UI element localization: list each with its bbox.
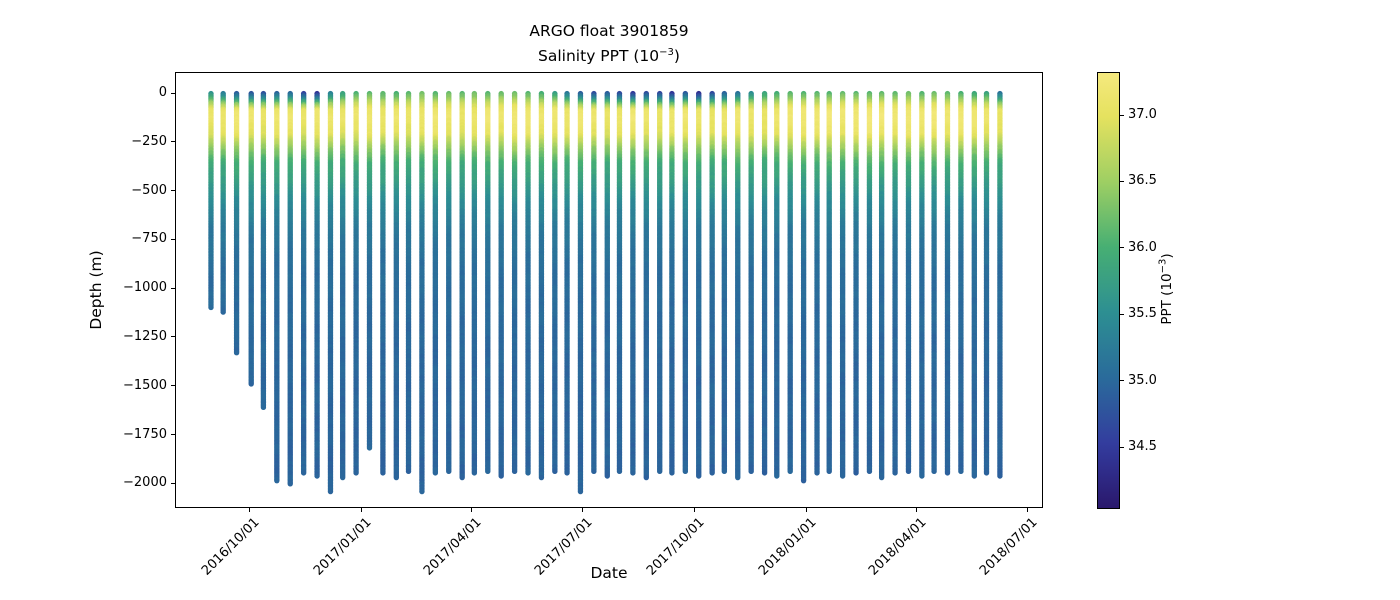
colorbar-label-exponent: −3	[1157, 258, 1169, 274]
colorbar-tick	[1120, 313, 1124, 315]
colorbar-tick	[1120, 247, 1124, 249]
x-axis-tick	[806, 508, 808, 512]
colorbar-label: PPT (10−3)	[1157, 253, 1175, 324]
y-axis-tick	[170, 385, 175, 387]
y-axis-tick-label: −1500	[123, 377, 167, 393]
x-axis-tick	[916, 508, 917, 512]
plot-area	[175, 72, 1044, 509]
colorbar-tick-label: 34.5	[1128, 439, 1157, 455]
y-axis-tick	[170, 141, 175, 143]
scatter-canvas	[176, 73, 1044, 509]
colorbar-tick-label: 35.0	[1128, 372, 1157, 388]
y-axis-tick	[170, 190, 175, 192]
y-axis-tick	[170, 287, 175, 289]
y-axis-tick-label: −2000	[123, 475, 167, 491]
y-axis-tick-label: −1750	[123, 426, 167, 442]
x-axis-tick	[470, 508, 472, 512]
x-axis-tick	[581, 508, 583, 512]
y-axis-tick	[170, 92, 175, 94]
y-axis-tick-label: −500	[131, 182, 167, 198]
y-axis-tick	[170, 482, 175, 484]
y-axis-label: Depth (m)	[87, 250, 105, 330]
y-axis-tick-label: −1000	[123, 280, 167, 296]
x-axis-label: Date	[590, 564, 628, 582]
y-axis-tick-label: −1250	[123, 328, 167, 344]
x-axis-tick	[1026, 508, 1028, 512]
colorbar-label-text: PPT (10	[1158, 273, 1175, 325]
colorbar-label-close: )	[1158, 253, 1175, 259]
colorbar-tick	[1120, 446, 1124, 448]
chart-subtitle-close: )	[673, 47, 680, 66]
x-axis-tick	[694, 508, 696, 512]
y-axis-tick-label: −750	[131, 231, 167, 247]
y-axis-tick-label: 0	[158, 85, 167, 101]
colorbar-gradient	[1098, 73, 1119, 508]
colorbar-tick-label: 35.5	[1128, 306, 1157, 322]
chart-title: ARGO float 3901859	[529, 22, 689, 40]
y-axis-tick	[170, 434, 175, 436]
chart-subtitle-text: Salinity PPT (10	[538, 47, 660, 66]
chart-subtitle: Salinity PPT (10−3)	[175, 43, 1043, 66]
colorbar-tick	[1120, 380, 1124, 382]
colorbar-tick-label: 37.0	[1128, 107, 1157, 122]
y-axis-tick	[170, 336, 175, 338]
colorbar	[1097, 72, 1120, 509]
x-axis-tick	[249, 508, 250, 512]
y-axis-tick-label: −250	[131, 133, 167, 149]
colorbar-tick	[1120, 114, 1124, 116]
y-axis-tick	[170, 238, 175, 240]
colorbar-tick	[1120, 180, 1124, 182]
x-axis-tick	[361, 508, 363, 512]
chart-subtitle-exponent: −3	[659, 47, 674, 58]
colorbar-tick-label: 36.5	[1128, 173, 1157, 189]
colorbar-tick-label: 36.0	[1128, 239, 1157, 255]
